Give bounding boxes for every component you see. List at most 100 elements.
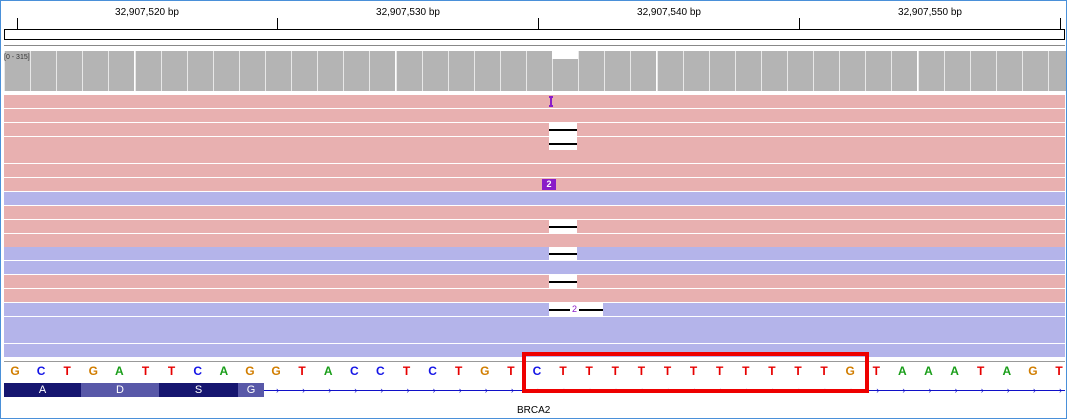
read-row[interactable] [4, 330, 1065, 344]
amino-acid-block: G [238, 383, 264, 397]
deletion-gap[interactable] [549, 275, 577, 289]
coverage-bar [369, 51, 396, 91]
reference-base: T [298, 364, 306, 378]
ruler-tick [799, 18, 800, 30]
ruler-label: 32,907,520 bp [115, 7, 179, 18]
insertion-marker[interactable]: 2 [542, 179, 556, 191]
coverage-bar [760, 51, 787, 91]
coverage-bar [708, 51, 735, 91]
deletion-line [549, 253, 577, 256]
read-row[interactable] [4, 261, 1065, 275]
strand-arrow-icon: › [276, 385, 279, 395]
reference-base: C [532, 364, 542, 378]
reference-base: G [480, 364, 490, 378]
ruler-label: 32,907,550 bp [898, 7, 962, 18]
deletion-gap[interactable] [549, 122, 577, 136]
reference-base: T [167, 364, 176, 378]
reference-base: T [689, 364, 698, 378]
coverage-bar [604, 51, 631, 91]
deletion-gap[interactable] [549, 247, 577, 261]
strand-arrow-icon: › [458, 385, 462, 395]
read-row[interactable] [4, 164, 1065, 178]
deletion-gap[interactable] [549, 136, 577, 150]
read-row[interactable] [4, 219, 1065, 233]
coverage-bar [526, 51, 553, 91]
coverage-bar [656, 51, 683, 91]
reference-base: T [63, 364, 71, 378]
strand-arrow-icon: › [1059, 385, 1062, 395]
strand-arrow-icon: › [876, 385, 880, 395]
reference-base: G [845, 364, 855, 378]
amino-acid-block: A [4, 383, 81, 397]
reference-base: A [219, 364, 229, 378]
reference-base: T [559, 364, 567, 378]
read-row[interactable] [4, 302, 1065, 316]
read-row[interactable] [4, 233, 1065, 247]
coverage-track[interactable] [4, 51, 1066, 91]
coverage-bar [395, 51, 422, 91]
insertion-stem [550, 98, 552, 105]
read-row[interactable] [4, 275, 1065, 289]
strand-arrow-icon: › [980, 385, 984, 395]
coverage-bar [421, 51, 448, 91]
coverage-bar [343, 51, 370, 91]
ruler-tick [1060, 18, 1061, 30]
strand-arrow-icon: › [954, 385, 958, 395]
reference-base: C [349, 364, 359, 378]
ruler-tick [277, 18, 278, 30]
coverage-bar [186, 51, 213, 91]
strand-arrow-icon: › [354, 385, 358, 395]
ruler-label: 32,907,540 bp [637, 7, 701, 18]
read-row[interactable] [4, 122, 1065, 136]
coverage-bar [499, 51, 526, 91]
read-row[interactable] [4, 316, 1065, 330]
coverage-bar [839, 51, 866, 91]
read-row[interactable] [4, 247, 1065, 261]
reference-base: T [141, 364, 150, 378]
reference-base: T [742, 364, 750, 378]
reference-base: T [794, 364, 802, 378]
coverage-bar [212, 51, 239, 91]
divider [4, 361, 1065, 362]
coverage-bar [82, 51, 109, 91]
reference-base: A [1002, 364, 1012, 378]
ruler-label: 32,907,530 bp [376, 7, 440, 18]
coverage-bar [969, 51, 996, 91]
coverage-bar [56, 51, 83, 91]
coverage-bar [865, 51, 892, 91]
reference-base: A [898, 364, 907, 378]
region-bar[interactable] [4, 29, 1065, 40]
coverage-bar [265, 51, 292, 91]
strand-arrow-icon: › [1006, 385, 1010, 395]
read-row[interactable] [4, 288, 1065, 302]
read-row[interactable] [4, 136, 1065, 150]
coverage-bar [134, 51, 161, 91]
strand-arrow-icon: › [406, 385, 410, 395]
read-row[interactable] [4, 191, 1065, 205]
reference-base: T [820, 364, 828, 378]
region-highlight-box [522, 352, 869, 393]
reference-base: G [1028, 364, 1038, 378]
coverage-bar [787, 51, 814, 91]
reference-base: T [716, 364, 724, 378]
deletion-line [549, 281, 577, 284]
coverage-bar [30, 51, 57, 91]
read-row[interactable] [4, 95, 1065, 108]
coverage-bar [917, 51, 944, 91]
gene-name-label: BRCA2 [517, 405, 551, 416]
coverage-bar [552, 59, 579, 91]
read-row[interactable] [4, 178, 1065, 192]
deletion-gap[interactable]: 2 [549, 302, 603, 316]
reference-base: T [768, 364, 776, 378]
read-row[interactable] [4, 205, 1065, 219]
deletion-gap[interactable] [549, 219, 577, 233]
strand-arrow-icon: › [902, 385, 906, 395]
coverage-bar [4, 51, 31, 91]
amino-acid-block: D [81, 383, 159, 397]
strand-arrow-icon: › [1032, 385, 1036, 395]
read-row[interactable] [4, 108, 1065, 122]
coverage-bar [943, 51, 970, 91]
read-row[interactable] [4, 150, 1065, 164]
insertion-marker[interactable] [549, 96, 553, 107]
